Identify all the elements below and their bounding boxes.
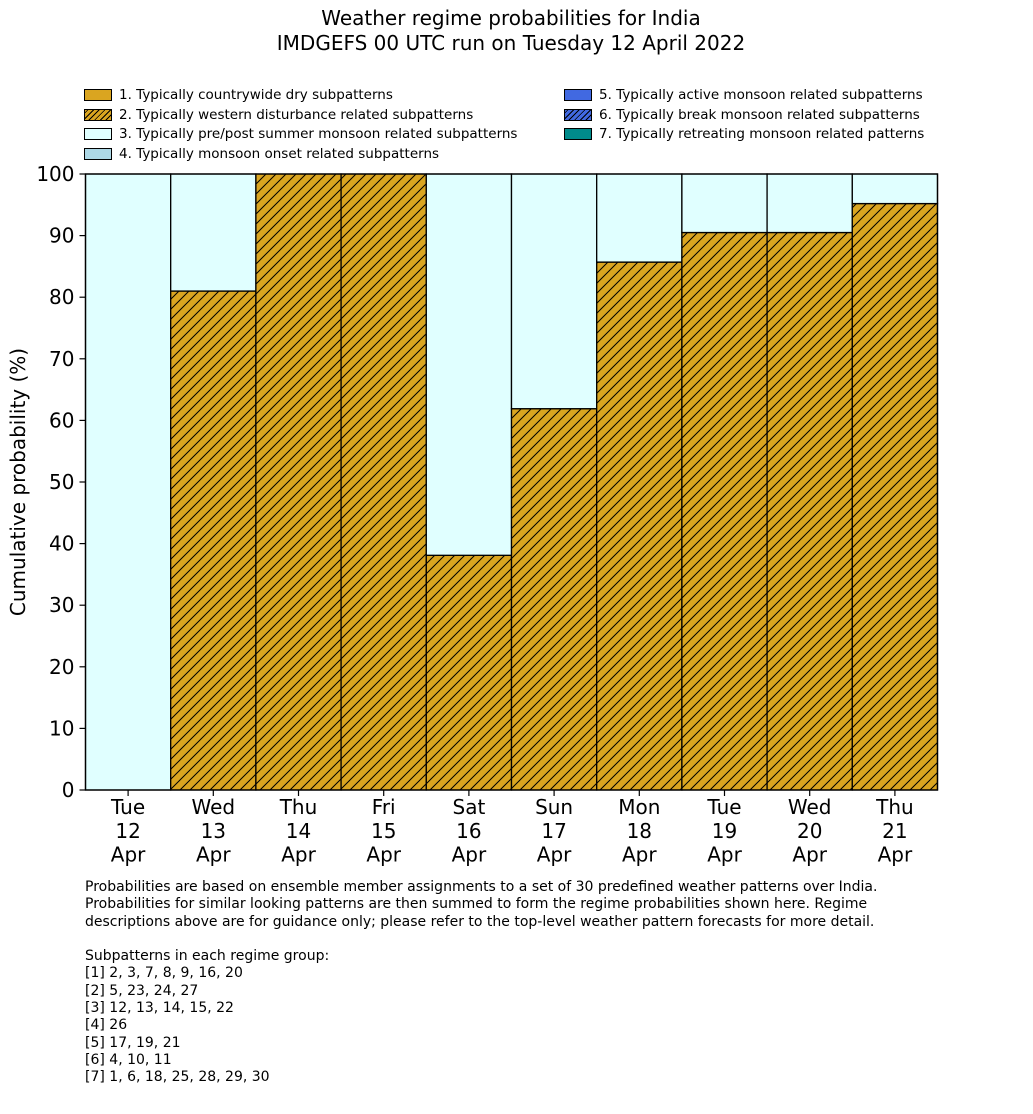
chart-title-line-1: Weather regime probabilities for India <box>321 6 701 30</box>
legend-label-regime-6: 6. Typically break monsoon related subpa… <box>599 106 920 123</box>
legend-item-regime-5: 5. Typically active monsoon related subp… <box>564 86 923 104</box>
plot-frame <box>84 173 939 791</box>
subpattern-group-5: [5] 17, 19, 21 <box>85 1034 181 1051</box>
note-line-3: descriptions above are for guidance only… <box>85 913 875 930</box>
x-tick-label-2-line-2: 13 <box>201 819 226 843</box>
x-tick-label-8-line-3: Apr <box>707 843 742 867</box>
bar-10-regime-3 <box>851 173 939 205</box>
legend-item-regime-1: 1. Typically countrywide dry subpatterns <box>84 86 393 104</box>
x-tick-label-1-line-2: 12 <box>115 819 140 843</box>
bar-7-regime-2-hatch <box>596 262 682 790</box>
x-tick-label-9-line-3: Apr <box>792 843 827 867</box>
legend-label-regime-2: 2. Typically western disturbance related… <box>119 106 474 123</box>
x-tick-label-1-line-3: Apr <box>111 843 146 867</box>
x-tick-label-10-line-3: Apr <box>878 843 913 867</box>
x-tick-label-3-line-3: Apr <box>281 843 316 867</box>
chart-legend: 1. Typically countrywide dry subpatterns… <box>84 86 954 166</box>
x-tick-label-10-line-2: 21 <box>882 819 907 843</box>
subpattern-group-3: [3] 12, 13, 14, 15, 22 <box>85 999 234 1016</box>
y-tick-label-90: 90 <box>49 224 74 248</box>
y-tick-label-100: 100 <box>36 162 74 186</box>
legend-label-regime-4: 4. Typically monsoon onset related subpa… <box>119 145 440 162</box>
x-tick-label-2-line-1: Wed <box>191 795 235 819</box>
x-tick-label-6-line-1: Sun <box>535 795 573 819</box>
bar-1-regime-3 <box>84 173 172 791</box>
x-tick-label-9-line-1: Wed <box>788 795 832 819</box>
legend-swatch-regime-6 <box>564 108 592 121</box>
y-tick-label-40: 40 <box>49 532 74 556</box>
bar-2-regime-3 <box>170 173 257 292</box>
y-tick-label-70: 70 <box>49 347 74 371</box>
legend-item-regime-3: 3. Typically pre/post summer monsoon rel… <box>84 125 517 143</box>
x-tick-label-4-line-1: Fri <box>372 795 396 819</box>
bar-9-regime-2-hatch <box>767 232 853 790</box>
legend-item-regime-7: 7. Typically retreating monsoon related … <box>564 125 924 143</box>
bar-3-regime-2-hatch <box>255 174 342 790</box>
subpattern-group-1: [1] 2, 3, 7, 8, 9, 16, 20 <box>85 965 243 982</box>
x-tick-label-3-line-1: Thu <box>279 795 318 819</box>
legend-label-regime-3: 3. Typically pre/post summer monsoon rel… <box>119 126 518 142</box>
subpattern-group-7: [7] 1, 6, 18, 25, 28, 29, 30 <box>85 1069 270 1086</box>
x-tick-label-7-line-2: 18 <box>627 819 652 843</box>
y-tick-label-10: 10 <box>49 716 74 740</box>
legend-item-regime-4: 4. Typically monsoon onset related subpa… <box>84 145 439 163</box>
subpattern-group-6: [6] 4, 10, 11 <box>85 1051 172 1068</box>
bar-8-regime-2-hatch <box>681 232 768 790</box>
note-line-2: Probabilities for similar looking patter… <box>85 896 868 913</box>
x-tick-label-7-line-3: Apr <box>622 843 657 867</box>
legend-item-regime-6: 6. Typically break monsoon related subpa… <box>564 106 920 124</box>
subpattern-group-4: [4] 26 <box>85 1017 128 1034</box>
x-tick-label-10-line-1: Thu <box>875 795 914 819</box>
x-tick-label-2-line-3: Apr <box>196 843 231 867</box>
x-tick-label-9-line-2: 20 <box>797 819 822 843</box>
bar-5-regime-2-hatch <box>426 555 512 790</box>
bar-9-regime-3 <box>766 173 853 234</box>
bar-5-regime-3 <box>425 173 513 556</box>
x-tick-label-6-line-2: 17 <box>541 819 566 843</box>
bar-6-regime-3 <box>510 173 598 410</box>
x-tick-label-6-line-3: Apr <box>537 843 572 867</box>
legend-swatch-regime-4 <box>84 147 112 160</box>
legend-label-regime-5: 5. Typically active monsoon related subp… <box>599 87 923 103</box>
x-axis: Tue12AprWed13AprThu14AprFri15AprSat16Apr… <box>110 790 914 867</box>
y-tick-label-0: 0 <box>62 778 75 802</box>
y-axis: 0 10 20 30 40 50 60 70 80 90 100 <box>36 162 86 802</box>
chart-title-line-2: IMDGEFS 00 UTC run on Tuesday 12 April 2… <box>276 31 746 55</box>
bar-8-regime-3 <box>681 173 768 234</box>
x-tick-label-4-line-3: Apr <box>366 843 401 867</box>
x-tick-label-8-line-2: 19 <box>712 819 737 843</box>
x-tick-label-5-line-3: Apr <box>452 843 487 867</box>
bar-4-regime-2-hatch <box>341 174 427 790</box>
subpattern-group-2: [2] 5, 23, 24, 27 <box>85 982 199 999</box>
y-axis-label: Cumulative probability (%) <box>6 348 30 616</box>
legend-swatch-regime-7 <box>564 128 592 140</box>
x-tick-label-1-line-1: Tue <box>110 795 145 819</box>
bar-7-regime-3 <box>596 173 683 263</box>
bar-group <box>84 173 939 791</box>
bar-2-regime-2-hatch <box>170 291 256 790</box>
y-tick-label-80: 80 <box>49 285 74 309</box>
y-tick-label-50: 50 <box>49 470 74 494</box>
legend-swatch-regime-2 <box>84 108 112 121</box>
x-tick-label-4-line-2: 15 <box>371 819 396 843</box>
x-tick-label-3-line-2: 14 <box>286 819 311 843</box>
x-tick-label-5-line-1: Sat <box>453 795 486 819</box>
note-line-1: Probabilities are based on ensemble memb… <box>85 879 878 895</box>
legend-swatch-regime-3 <box>84 128 112 140</box>
legend-label-regime-7: 7. Typically retreating monsoon related … <box>599 126 925 142</box>
legend-swatch-regime-1 <box>84 89 112 101</box>
legend-swatch-regime-5 <box>564 89 592 101</box>
subpatterns-heading: Subpatterns in each regime group: <box>85 948 330 964</box>
x-tick-label-5-line-2: 16 <box>456 819 481 843</box>
y-tick-label-30: 30 <box>49 593 74 617</box>
legend-item-regime-2: 2. Typically western disturbance related… <box>84 106 473 124</box>
y-tick-label-60: 60 <box>49 408 74 432</box>
y-tick-label-20: 20 <box>49 655 74 679</box>
legend-label-regime-1: 1. Typically countrywide dry subpatterns <box>119 87 393 103</box>
bar-6-regime-2-hatch <box>511 408 597 790</box>
bar-10-regime-2-hatch <box>852 203 938 790</box>
x-tick-label-7-line-1: Mon <box>618 795 660 819</box>
x-tick-label-8-line-1: Tue <box>706 795 741 819</box>
